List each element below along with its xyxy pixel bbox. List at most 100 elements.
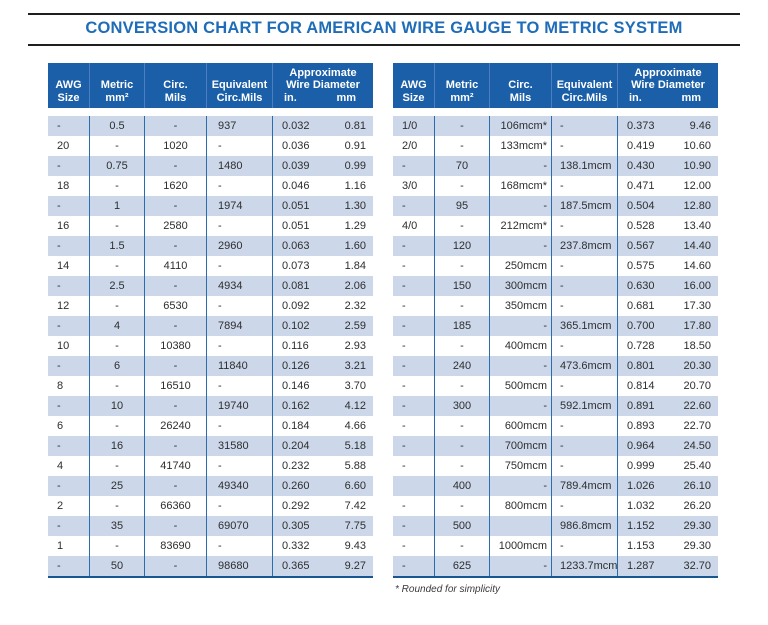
- cell-equivalent-circ-mils: -: [207, 136, 273, 156]
- header-line: Mils: [164, 91, 187, 104]
- table-row: -50-98680 0.365 9.27: [48, 556, 373, 576]
- table-row: -16-31580 0.204 5.18: [48, 436, 373, 456]
- cell-equivalent-circ-mils: -: [552, 436, 618, 456]
- cell-metric-mm2: -: [435, 136, 490, 156]
- cell-awg-size: -: [393, 336, 435, 356]
- cell-equivalent-circ-mils: 98680: [207, 556, 273, 576]
- cell-equivalent-circ-mils: -: [207, 496, 273, 516]
- cell-circ-mils: 800mcm: [490, 496, 552, 516]
- cell-equivalent-circ-mils: 2960: [207, 236, 273, 256]
- unit-label-in: in.: [284, 91, 297, 104]
- cell-circ-mils: -: [490, 556, 552, 576]
- cell-circ-mils: 350mcm: [490, 296, 552, 316]
- cell-metric-mm2: -: [90, 336, 145, 356]
- cell-diameter-in: 0.504: [627, 200, 655, 212]
- table-row: -300-592.1mcm 0.891 22.60: [393, 396, 718, 416]
- column-header-metric-mm2: Metric mm²: [90, 63, 145, 108]
- table-row: 2/0-133mcm* -0.419 10.60: [393, 136, 718, 156]
- cell-diameter-in: 0.032: [282, 120, 310, 132]
- cell-diameter-in: 0.162: [282, 400, 310, 412]
- cell-diameter-in: 0.092: [282, 300, 310, 312]
- cell-equivalent-circ-mils: 237.8mcm: [552, 236, 618, 256]
- cell-diameter-mm: 9.46: [689, 120, 711, 132]
- cell-diameter-in: 1.032: [627, 500, 655, 512]
- cell-awg-size: -: [393, 196, 435, 216]
- cell-diameter-mm: 12.00: [683, 180, 711, 192]
- cell-diameter-in: 1.152: [627, 520, 655, 532]
- footnote: * Rounded for simplicity: [395, 584, 501, 595]
- column-header-awg-size: AWG Size: [393, 63, 435, 108]
- table-row: -240-473.6mcm 0.801 20.30: [393, 356, 718, 376]
- cell-diameter-mm: 17.30: [683, 300, 711, 312]
- unit-label-in: in.: [629, 91, 642, 104]
- table-row: 20-1020-0.036 0.91: [48, 136, 373, 156]
- cell-metric-mm2: -: [435, 436, 490, 456]
- cell-circ-mils: -: [145, 116, 207, 136]
- cell-circ-mils: 106mcm*: [490, 116, 552, 136]
- cell-circ-mils: -: [145, 316, 207, 336]
- cell-circ-mils: 133mcm*: [490, 136, 552, 156]
- cell-circ-mils: 16510: [145, 376, 207, 396]
- table-row: 10-10380-0.116 2.93: [48, 336, 373, 356]
- cell-circ-mils: -: [145, 356, 207, 376]
- cell-equivalent-circ-mils: -: [207, 536, 273, 556]
- table-row: 16-2580-0.051 1.29: [48, 216, 373, 236]
- awg-table-small-gauges: AWG Size Metric mm² Circ. Mils Equivalen…: [48, 63, 373, 595]
- awg-table-large-gauges: AWG Size Metric mm² Circ. Mils Equivalen…: [393, 63, 718, 595]
- cell-equivalent-circ-mils: 473.6mcm: [552, 356, 618, 376]
- cell-metric-mm2: 70: [435, 156, 490, 176]
- cell-awg-size: -: [393, 396, 435, 416]
- cell-awg-size: -: [393, 416, 435, 436]
- cell-metric-mm2: -: [435, 176, 490, 196]
- cell-diameter-mm: 0.81: [344, 120, 366, 132]
- cell-circ-mils: 600mcm: [490, 416, 552, 436]
- cell-diameter-mm: 13.40: [683, 220, 711, 232]
- cell-diameter-in: 0.184: [282, 420, 310, 432]
- cell-equivalent-circ-mils: -: [552, 216, 618, 236]
- cell-circ-mils: -: [490, 356, 552, 376]
- cell-awg-size: -: [393, 256, 435, 276]
- cell-diameter-mm: 10.90: [683, 160, 711, 172]
- cell-circ-mils: 700mcm: [490, 436, 552, 456]
- cell-circ-mils: [490, 516, 552, 536]
- cell-diameter-mm: 3.21: [344, 360, 366, 372]
- table-row: 18-1620-0.046 1.16: [48, 176, 373, 196]
- tables-container: AWG Size Metric mm² Circ. Mils Equivalen…: [48, 63, 768, 595]
- cell-metric-mm2: -: [435, 496, 490, 516]
- table-row: -120-237.8mcm 0.567 14.40: [393, 236, 718, 256]
- table-row: - -250mcm -0.575 14.60: [393, 256, 718, 276]
- column-header-wire-diameter: Approximate Wire Diameter in. mm: [618, 63, 718, 108]
- cell-diameter-mm: 9.43: [344, 540, 366, 552]
- table-row: -1-1974 0.051 1.30: [48, 196, 373, 216]
- table-row: -6-11840 0.126 3.21: [48, 356, 373, 376]
- cell-diameter-mm: 32.70: [683, 560, 711, 572]
- table-row: -95-187.5mcm 0.504 12.80: [393, 196, 718, 216]
- cell-equivalent-circ-mils: 1480: [207, 156, 273, 176]
- cell-diameter-in: 0.471: [627, 180, 655, 192]
- cell-equivalent-circ-mils: -: [552, 256, 618, 276]
- cell-diameter-in: 0.204: [282, 440, 310, 452]
- cell-awg-size: -: [393, 496, 435, 516]
- cell-diameter-in: 0.116: [282, 340, 309, 352]
- cell-diameter-mm: 2.32: [344, 300, 366, 312]
- cell-circ-mils: 2580: [145, 216, 207, 236]
- cell-circ-mils: 500mcm: [490, 376, 552, 396]
- cell-awg-size: -: [48, 196, 90, 216]
- header-line: Wire Diameter: [631, 79, 705, 91]
- cell-awg-size: 4/0: [393, 216, 435, 236]
- cell-circ-mils: 10380: [145, 336, 207, 356]
- cell-awg-size: -: [48, 356, 90, 376]
- cell-diameter-mm: 4.12: [344, 400, 366, 412]
- cell-metric-mm2: -: [90, 376, 145, 396]
- cell-equivalent-circ-mils: -: [552, 416, 618, 436]
- title-band: CONVERSION CHART FOR AMERICAN WIRE GAUGE…: [28, 13, 740, 46]
- cell-awg-size: -: [48, 556, 90, 576]
- cell-metric-mm2: 500: [435, 516, 490, 536]
- cell-metric-mm2: -: [90, 216, 145, 236]
- cell-equivalent-circ-mils: -: [552, 376, 618, 396]
- cell-metric-mm2: -: [435, 296, 490, 316]
- cell-diameter-in: 0.046: [282, 180, 310, 192]
- cell-diameter-in: 0.146: [282, 380, 310, 392]
- table-row: -625-1233.7mcm 1.287 32.70: [393, 556, 718, 576]
- cell-metric-mm2: -: [90, 296, 145, 316]
